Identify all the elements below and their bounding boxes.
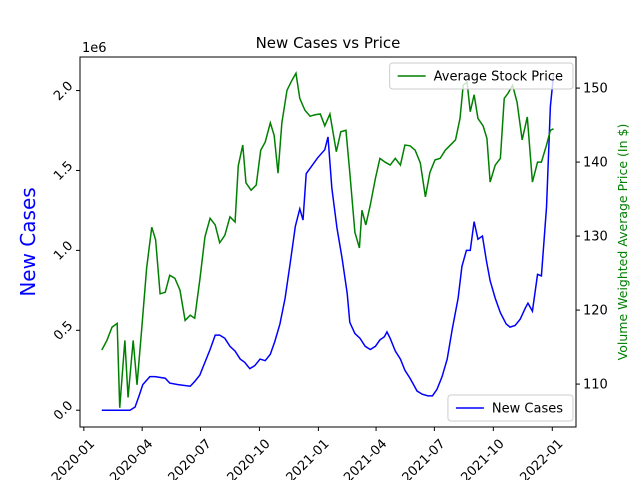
y-tick-label: 0.5 (51, 318, 76, 343)
y2-tick-label: 110 (583, 378, 608, 393)
line-series (101, 74, 555, 411)
y-tick-label: 2.0 (51, 79, 76, 104)
x-tick-label: 2020-07 (166, 437, 215, 480)
x-tick-label: 2021-10 (458, 437, 507, 480)
legend: Average Stock Price (389, 62, 574, 90)
legend: New Cases (447, 394, 574, 422)
chart-title: New Cases vs Price (256, 34, 401, 52)
y-tick-label: 1.0 (51, 239, 76, 264)
y2-tick-label: 120 (583, 304, 608, 319)
x-tick-label: 2022-01 (517, 437, 566, 480)
line-series (101, 71, 554, 408)
x-tick-label: 2020-04 (107, 437, 156, 480)
y2-axis-label: Volume Weighted Average Price (In $) (615, 124, 630, 361)
y2-tick-label: 140 (583, 156, 608, 171)
legend-box (389, 62, 574, 90)
y-axis-label: New Cases (16, 187, 40, 296)
x-tick-label: 2021-07 (400, 437, 449, 480)
x-tick-label: 2020-10 (225, 437, 274, 480)
legend-label: Average Stock Price (434, 70, 563, 85)
plot-frame (79, 56, 577, 428)
x-tick-label: 2021-04 (341, 437, 390, 480)
y2-tick-label: 150 (583, 82, 608, 97)
x-tick-label: 2020-01 (49, 437, 98, 480)
x-tick-label: 2021-01 (284, 437, 333, 480)
legend-box (447, 394, 574, 422)
legend-label: New Cases (492, 402, 563, 417)
y-tick-label: 1.5 (51, 159, 76, 184)
y-tick-label: 0.0 (51, 398, 76, 423)
y-offset-label: 1e6 (82, 41, 107, 56)
y2-tick-label: 130 (583, 230, 608, 245)
